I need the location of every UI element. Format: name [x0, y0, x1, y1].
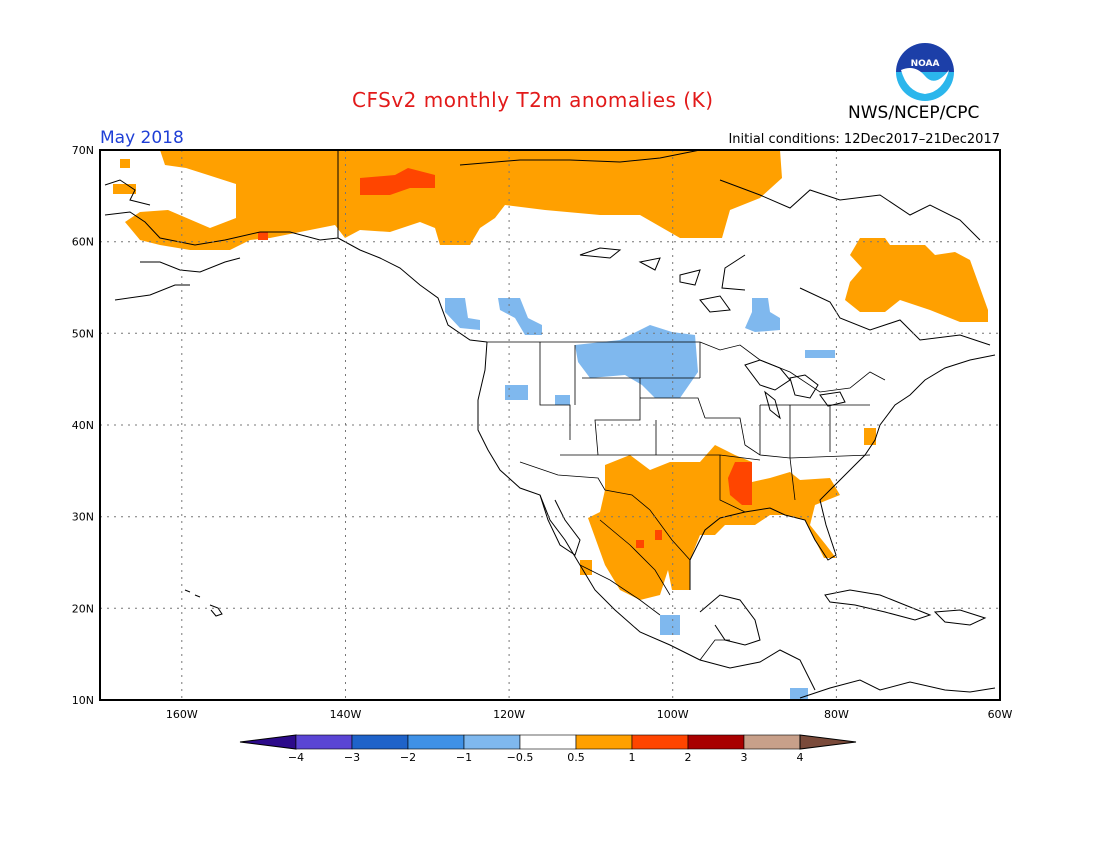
hot-anomaly-yukon [360, 168, 435, 195]
lat-label: 20N [72, 602, 94, 615]
warm-anomaly-quebec [845, 238, 988, 322]
valid-month: May 2018 [100, 128, 184, 148]
hot-anomaly-mississippi [728, 462, 752, 505]
cool-anomaly-alberta [498, 298, 542, 335]
canada-arctic-coast [337, 150, 991, 346]
mexico-states [579, 519, 730, 661]
colorbar-label: 4 [797, 751, 804, 764]
south-america-coast [799, 679, 996, 699]
cool-anomaly-idaho [505, 385, 528, 400]
longitude-labels: 160W 140W 120W 100W 80W 60W [166, 708, 1013, 721]
lon-label: 60W [988, 708, 1013, 721]
cool-anomaly-bc [445, 298, 480, 330]
lon-label: 160W [166, 708, 198, 721]
cuba [824, 589, 932, 621]
hot-anomaly-alaska [258, 232, 268, 240]
colorbar-label: 1 [629, 751, 636, 764]
colorbar-min-arrow [239, 734, 297, 750]
initial-conditions: Initial conditions: 12Dec2017–21Dec2017 [728, 132, 1000, 147]
warm-anomaly-baja [580, 560, 592, 575]
colorbar-swatch [407, 734, 465, 750]
colorbar-label: −1 [456, 751, 472, 764]
cool-anomaly-ontario [745, 298, 780, 332]
colorbar-swatch [351, 734, 409, 750]
colorbar: −4 −3 −2 −1 −0.5 0.5 1 2 3 4 [239, 734, 857, 764]
logo-text: NOAA [911, 59, 940, 69]
cool-anomaly-central-america [790, 688, 808, 700]
warm-anomaly-alaska-west [113, 184, 136, 194]
cool-anomaly-mexico [660, 615, 680, 635]
noaa-logo: NOAA [896, 43, 954, 101]
colorbar-label: −4 [288, 751, 304, 764]
lat-label: 10N [72, 694, 94, 707]
lat-label: 40N [72, 419, 94, 432]
coastlines [104, 150, 996, 699]
lon-label: 80W [824, 708, 849, 721]
colorbar-max-arrow [799, 734, 857, 750]
graticule [100, 150, 1000, 700]
us-states [539, 342, 871, 513]
colorbar-label: 2 [685, 751, 692, 764]
cool-anomaly-quebec [805, 350, 835, 358]
hispaniola [933, 609, 987, 626]
warm-anomaly-north [125, 150, 782, 250]
cool-anomaly-nevada [555, 395, 570, 405]
colorbar-label: −3 [344, 751, 360, 764]
lat-label: 70N [72, 144, 94, 157]
lon-label: 100W [657, 708, 689, 721]
hudson-bay-islands [579, 247, 731, 313]
colorbar-label: 3 [741, 751, 748, 764]
gulf-coast [689, 354, 996, 590]
colorbar-swatch [295, 734, 353, 750]
warm-anomaly-alaska-small [120, 159, 130, 168]
warm-anomaly-east-coast [864, 428, 876, 445]
lon-label: 140W [330, 708, 362, 721]
lat-label: 60N [72, 236, 94, 249]
us-canada-border [487, 341, 886, 393]
hot-anomaly-texas-2 [636, 540, 644, 548]
colorbar-swatch [519, 734, 577, 750]
cool-anomaly-northern-plains [575, 325, 698, 398]
colorbar-swatch [575, 734, 633, 750]
map-frame [99, 149, 1001, 701]
colorbar-swatch [631, 734, 689, 750]
colorbar-swatch [463, 734, 521, 750]
latitude-labels: 70N 60N 50N 40N 30N 20N 10N [72, 144, 94, 707]
us-mexico-border [519, 461, 691, 561]
great-lakes [744, 359, 846, 420]
colorbar-label: −2 [400, 751, 416, 764]
colorbar-label: 0.5 [567, 751, 585, 764]
colorbar-swatch [687, 734, 745, 750]
hot-anomaly-texas-1 [655, 530, 662, 540]
lon-label: 120W [493, 708, 525, 721]
yucatan [699, 594, 761, 646]
political-borders [487, 341, 886, 661]
chart-title: CFSv2 monthly T2m anomalies (K) [352, 88, 714, 112]
alaska-coast [104, 179, 339, 301]
lat-label: 50N [72, 327, 94, 340]
baja [539, 494, 581, 556]
colorbar-swatch [743, 734, 801, 750]
organization-label: NWS/NCEP/CPC [848, 103, 980, 123]
hawaii [184, 589, 223, 617]
colorbar-label: −0.5 [507, 751, 534, 764]
lat-label: 30N [72, 511, 94, 524]
